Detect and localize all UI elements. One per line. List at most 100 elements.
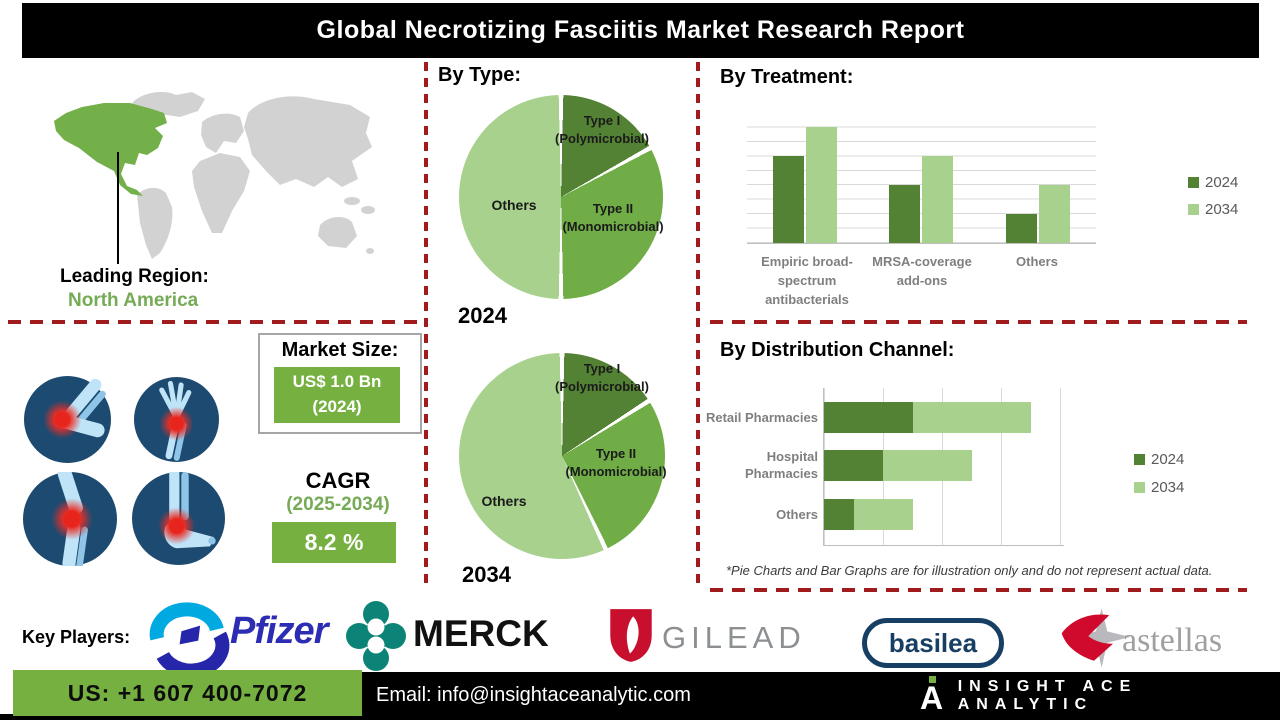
section-title-by-distribution: By Distribution Channel: <box>720 339 955 361</box>
segment-2024 <box>824 450 883 481</box>
footer-bar <box>350 672 1280 720</box>
brand-a-glyph: A <box>920 680 944 716</box>
legend-label-2024: 2024 <box>1205 174 1239 191</box>
treatment-bar-group-empiric <box>773 113 838 243</box>
xray-foot-image <box>132 472 225 565</box>
legend-swatch-2024 <box>1134 454 1145 465</box>
pie1-label-type2: Type II (Monomicrobial) <box>562 201 664 234</box>
pie2-label-others: Others <box>481 493 527 509</box>
merck-logo-icon <box>346 601 406 671</box>
astellas-logo-icon <box>1061 608 1131 668</box>
footer-brand: A INSIGHT ACE ANALYTIC <box>920 676 1280 716</box>
treatment-category-2: MRSA-coverage add-ons <box>872 254 972 288</box>
treatment-bar-chart <box>747 113 1096 244</box>
xray-hand-image <box>134 377 219 462</box>
legend-swatch-2034 <box>1134 482 1145 493</box>
market-size-year: (2024) <box>312 396 362 416</box>
cagr-label: CAGR <box>305 468 371 493</box>
xray-knee-image <box>23 472 117 566</box>
pie-chart-2024 <box>459 95 663 299</box>
distribution-legend-2024: 2024 <box>1134 451 1184 468</box>
insight-ace-logo-icon: A <box>920 676 944 716</box>
cagr-card: CAGR (2025-2034) <box>258 468 418 516</box>
cagr-value-box: 8.2 % <box>272 522 396 563</box>
bar-2034 <box>922 156 954 243</box>
market-size-label: Market Size: <box>281 339 399 361</box>
pie2-label-type1: Type I (Polymicrobial) <box>555 361 649 394</box>
distribution-category-3: Others <box>776 507 818 522</box>
astellas-logo-text: astellas <box>1122 622 1223 659</box>
divider-vertical-left <box>424 62 428 590</box>
segment-2034 <box>912 402 1031 433</box>
distribution-legend-2034: 2034 <box>1134 479 1184 496</box>
brand-dot <box>929 676 936 683</box>
pie1-year-label: 2024 <box>458 303 507 328</box>
treatment-legend-2024: 2024 <box>1188 174 1238 191</box>
footer-bottom-strip <box>0 714 1280 720</box>
treatment-legend-2034: 2034 <box>1188 201 1238 218</box>
distribution-category-2: Hospital Pharmacies <box>745 449 818 481</box>
footer-phone-box: US: +1 607 400-7072 <box>13 670 362 716</box>
basilea-logo-text: basilea <box>888 627 978 658</box>
pie1-label-others: Others <box>491 197 537 213</box>
disclaimer-footnote: *Pie Charts and Bar Graphs are for illus… <box>726 563 1213 578</box>
pie-chart-2034 <box>459 353 665 559</box>
market-size-card: Market Size: US$ 1.0 Bn (2024) <box>258 333 422 434</box>
map-pointer-line <box>117 152 119 264</box>
pfizer-logo-text: Pfizer <box>230 610 328 652</box>
legend-label-2034: 2034 <box>1205 201 1239 218</box>
treatment-category-3: Others <box>1016 254 1058 269</box>
treatment-bar-group-others <box>1005 113 1070 243</box>
market-size-value: US$ 1.0 Bn <box>292 372 382 391</box>
pie2-label-type2: Type II (Monomicrobial) <box>565 446 667 479</box>
title-bar: Global Necrotizing Fasciitis Market Rese… <box>22 3 1259 58</box>
map-north-america-highlight <box>54 103 167 196</box>
treatment-category-1: Empiric broad-spectrum antibacterials <box>761 254 853 307</box>
divider-horizontal-right-bottom <box>710 588 1247 592</box>
key-players-label: Key Players: <box>22 627 131 647</box>
gilead-logo-text: GILEAD <box>662 620 806 655</box>
footer-brand-text: INSIGHT ACE ANALYTIC <box>957 678 1138 713</box>
distribution-bar-chart <box>823 388 1064 546</box>
map-other-continents <box>132 91 375 259</box>
pie2-year-label: 2034 <box>462 562 511 587</box>
bar-2034 <box>1038 185 1070 243</box>
footer-email: Email: info@insightaceanalytic.com <box>376 684 691 706</box>
leading-region-value: North America <box>68 290 199 311</box>
bar-2034 <box>806 127 838 243</box>
section-title-by-type: By Type: <box>438 64 521 86</box>
leading-region-label: Leading Region: <box>60 266 209 287</box>
legend-swatch-2024 <box>1188 177 1199 188</box>
pfizer-logo-icon <box>149 602 230 673</box>
treatment-bar-group-mrsa <box>889 113 954 243</box>
divider-horizontal-right-top <box>710 320 1247 324</box>
divider-horizontal-left <box>8 320 418 324</box>
basilea-logo: basilea <box>862 618 1004 668</box>
world-map <box>54 91 375 259</box>
market-size-value-box: US$ 1.0 Bn (2024) <box>274 367 400 423</box>
legend-swatch-2034 <box>1188 204 1199 215</box>
distribution-bar-hospital <box>824 450 972 481</box>
bar-2024 <box>1005 214 1037 243</box>
divider-vertical-right <box>696 62 700 590</box>
page-title: Global Necrotizing Fasciitis Market Rese… <box>316 16 965 44</box>
merck-logo-text: MERCK <box>413 613 549 654</box>
distribution-bar-retail <box>824 402 1031 433</box>
legend-label-2034: 2034 <box>1151 479 1185 496</box>
bar-2024 <box>889 185 921 243</box>
gilead-logo-icon <box>610 609 652 662</box>
xray-elbow-image <box>24 376 111 463</box>
cagr-period: (2025-2034) <box>286 494 390 515</box>
pie1-label-type1: Type I (Polymicrobial) <box>555 113 649 146</box>
cagr-value: 8.2 % <box>304 529 364 555</box>
section-title-by-treatment: By Treatment: <box>720 66 854 88</box>
segment-2034 <box>853 499 913 530</box>
bar-2024 <box>773 156 805 243</box>
segment-2024 <box>824 499 854 530</box>
distribution-category-1: Retail Pharmacies <box>705 410 818 425</box>
legend-label-2024: 2024 <box>1151 451 1185 468</box>
distribution-bar-others <box>824 499 913 530</box>
segment-2034 <box>883 450 972 481</box>
segment-2024 <box>824 402 913 433</box>
